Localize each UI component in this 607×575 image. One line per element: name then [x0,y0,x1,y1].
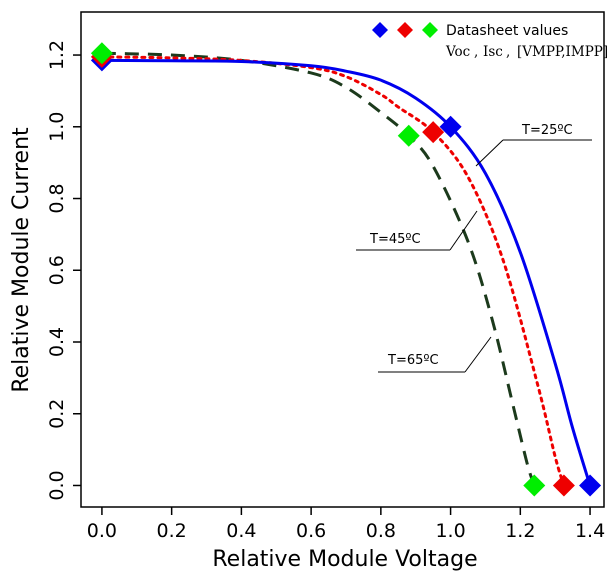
marker-isc-2 [90,42,113,65]
x-axis: 0.0 0.2 0.4 0.6 0.8 1.0 1.2 1.4 [87,507,605,542]
annotation-45-leader [449,210,478,251]
legend-sub-mpp: [VMPP,IMPP] [517,44,607,60]
marker-mpp-1 [422,121,445,144]
x-tick-label: 0.6 [296,520,326,542]
y-tick-label: 0.2 [46,399,68,429]
legend-comma-1: , [474,44,478,60]
y-tick-label: 0.4 [46,327,68,357]
plot-frame [80,11,605,508]
legend-sub-voc: Voc [445,44,470,60]
marker-voc-0 [579,474,602,497]
legend-label: Datasheet values [446,23,568,39]
annotation-65-leader [464,336,492,373]
annotation-25-leader [475,139,504,167]
datasheet-markers [90,42,602,497]
x-tick-label: 1.0 [435,520,465,542]
annotation-45-label: T=45ºC [369,232,421,247]
annotation-25: T=25ºC [475,123,592,167]
y-tick-label: 1.0 [46,112,68,142]
x-tick-label: 0.2 [157,520,187,542]
y-tick-label: 0.8 [46,183,68,213]
y-tick-label: 0.6 [46,255,68,285]
marker-voc-2 [523,474,546,497]
annotation-65: T=65ºC [378,336,492,373]
y-tick-label: 0.0 [46,470,68,500]
annotation-25-label: T=25ºC [521,123,573,138]
marker-mpp-0 [439,115,462,138]
legend-diamond-red [397,22,413,38]
x-tick-label: 1.4 [575,520,605,542]
marker-voc-1 [552,474,575,497]
marker-mpp-2 [397,124,420,147]
legend: Datasheet values Voc Isc [VMPP,IMPP] , , [372,22,607,60]
y-tick-label: 1.2 [46,40,68,70]
legend-comma-2: , [506,44,510,60]
y-axis-title: Relative Module Current [9,127,34,393]
x-tick-label: 0.8 [366,520,396,542]
annotation-45: T=45ºC [356,210,478,251]
x-tick-label: 1.2 [505,520,535,542]
legend-diamond-blue [372,22,388,38]
x-tick-label: 0.4 [226,520,256,542]
legend-sub-isc: Isc [483,44,503,60]
y-axis: 0.0 0.2 0.4 0.6 0.8 1.0 1.2 [46,40,81,501]
x-axis-title: Relative Module Voltage [212,547,477,572]
series-line-0 [101,58,592,486]
legend-diamond-green [422,22,438,38]
x-tick-label: 0.0 [87,520,117,542]
annotation-65-label: T=65ºC [387,353,439,368]
